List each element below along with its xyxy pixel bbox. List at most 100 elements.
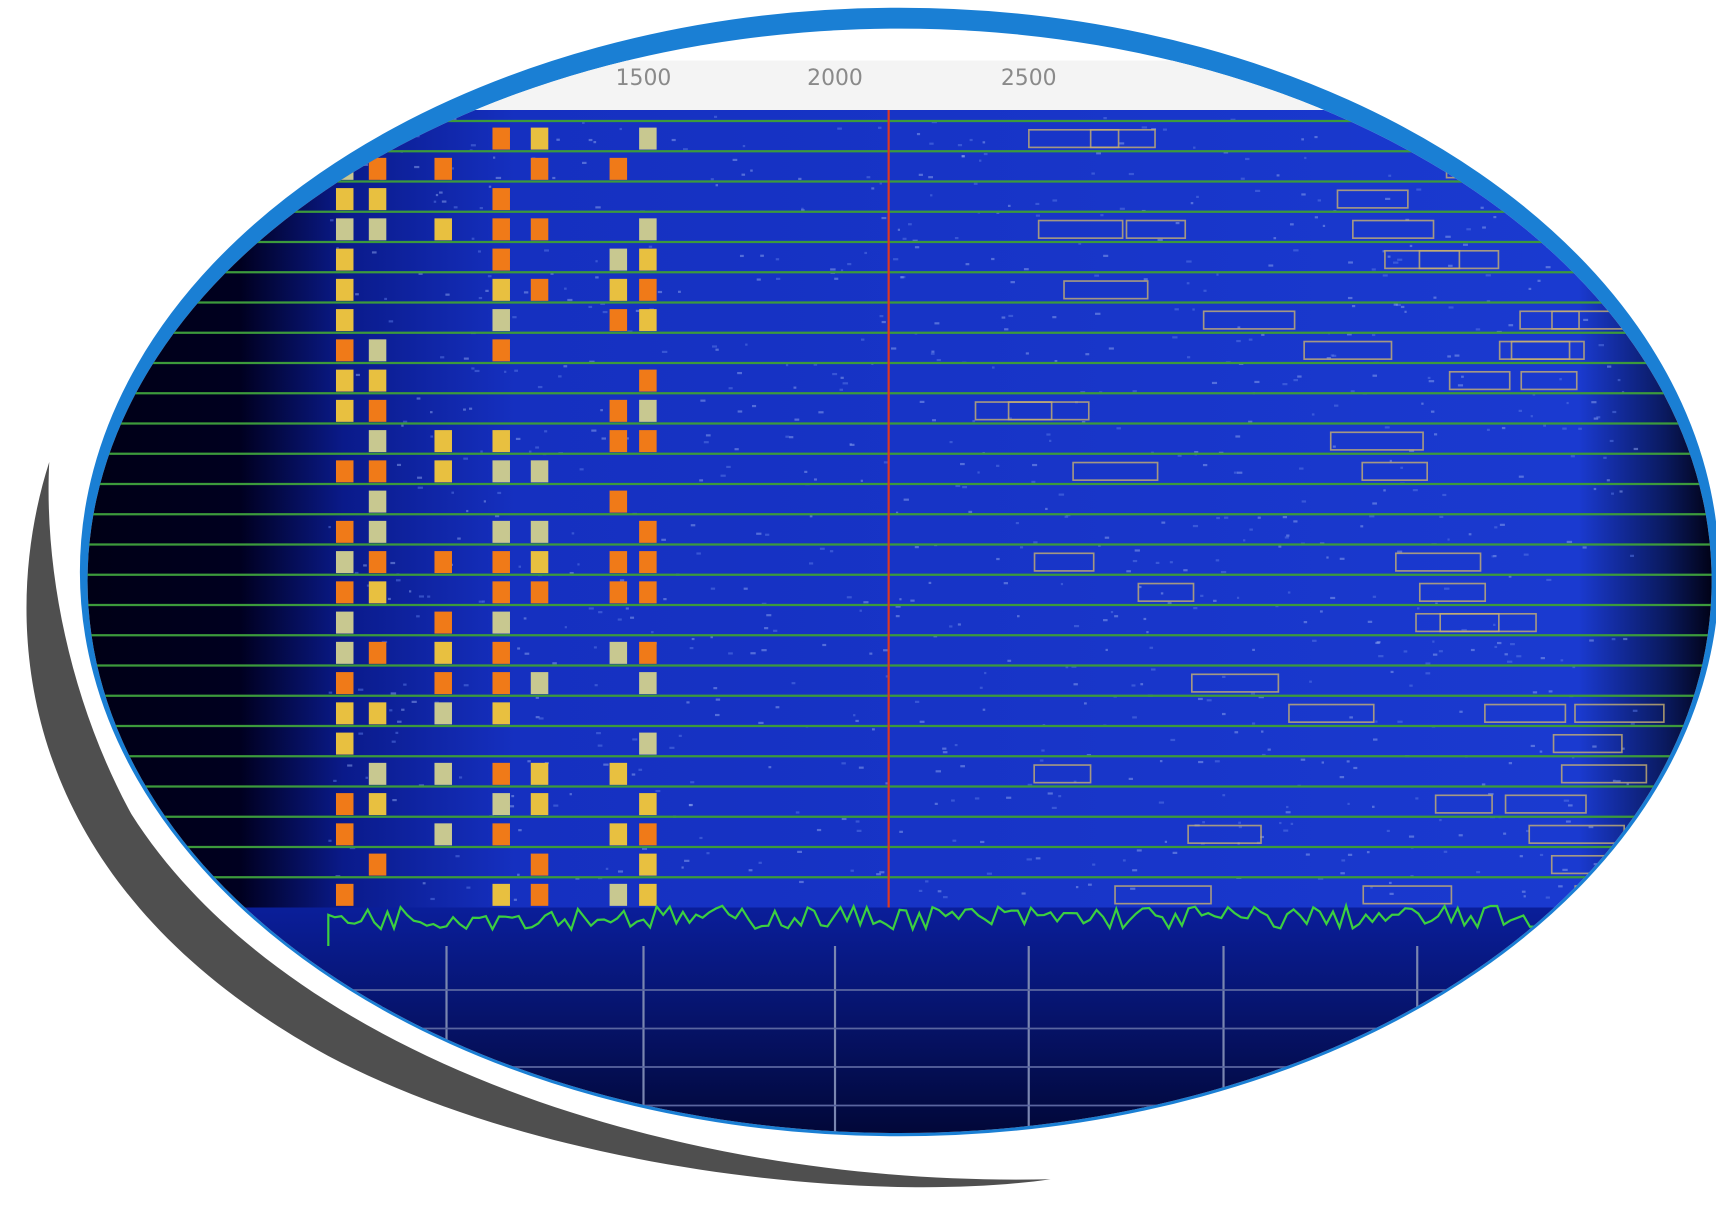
noise — [588, 607, 594, 610]
noise — [1301, 138, 1304, 141]
signal — [434, 762, 452, 785]
noise — [1593, 863, 1597, 866]
noise — [1128, 777, 1133, 780]
noise — [552, 662, 557, 665]
noise — [1619, 490, 1623, 493]
weak-signal — [1033, 764, 1092, 784]
noise — [785, 363, 789, 367]
signal — [335, 581, 354, 604]
signal — [335, 188, 354, 211]
noise — [775, 706, 780, 709]
signal — [492, 339, 510, 362]
noise — [1493, 215, 1497, 219]
signal — [530, 218, 549, 241]
weak-signal — [1574, 703, 1665, 723]
noise — [1221, 712, 1226, 716]
noise — [1100, 214, 1104, 217]
weak-signal — [1418, 582, 1487, 602]
noise — [750, 169, 753, 172]
signal — [639, 218, 657, 241]
noise — [743, 587, 748, 590]
noise — [395, 579, 401, 582]
noise — [1578, 156, 1584, 159]
noise — [663, 598, 667, 601]
noise — [1444, 587, 1450, 590]
noise — [696, 552, 701, 555]
noise — [761, 602, 767, 605]
noise — [1389, 892, 1394, 895]
noise — [1110, 610, 1114, 614]
noise — [328, 839, 332, 842]
weak-signal — [1125, 219, 1187, 239]
noise — [602, 310, 608, 314]
weak-signal — [1072, 461, 1159, 481]
noise — [918, 889, 923, 893]
noise — [588, 305, 593, 309]
signal — [639, 581, 657, 604]
noise — [841, 817, 847, 821]
noise — [797, 850, 802, 853]
noise — [1047, 792, 1053, 795]
noise — [1468, 533, 1472, 536]
noise — [1593, 487, 1597, 491]
noise — [485, 289, 489, 292]
noise — [1388, 881, 1392, 885]
noise — [1330, 596, 1336, 600]
noise — [1619, 854, 1624, 857]
noise — [734, 448, 739, 451]
noise — [957, 144, 963, 147]
noise — [651, 631, 654, 634]
noise — [1598, 344, 1605, 347]
noise — [737, 410, 743, 413]
noise — [1149, 646, 1154, 649]
noise — [1470, 648, 1475, 652]
noise — [1404, 310, 1407, 313]
noise — [1603, 456, 1607, 459]
noise — [1510, 643, 1515, 646]
noise — [1300, 758, 1306, 761]
noise — [1366, 851, 1370, 854]
signal — [639, 672, 657, 695]
noise — [397, 720, 402, 723]
noise — [809, 515, 813, 518]
noise — [1140, 683, 1144, 686]
noise — [390, 692, 397, 695]
noise — [1544, 131, 1551, 134]
noise — [1161, 521, 1166, 524]
noise — [474, 369, 480, 373]
noise — [1249, 528, 1253, 531]
signal — [434, 460, 452, 483]
noise — [850, 869, 854, 872]
noise — [1563, 799, 1570, 802]
noise — [899, 830, 903, 833]
signal — [368, 641, 387, 664]
noise — [837, 127, 842, 130]
noise — [1301, 500, 1307, 503]
noise — [855, 719, 859, 723]
noise — [1341, 859, 1346, 862]
signal — [530, 460, 549, 483]
noise — [1445, 235, 1451, 238]
noise — [1021, 892, 1026, 895]
noise — [903, 498, 909, 501]
noise — [603, 763, 609, 766]
noise — [1611, 638, 1616, 641]
signal — [609, 551, 628, 574]
signal — [530, 520, 549, 543]
noise — [1434, 433, 1438, 436]
noise — [979, 159, 982, 162]
noise — [795, 811, 800, 814]
noise — [535, 446, 540, 449]
noise — [1532, 393, 1536, 396]
signal — [492, 551, 510, 574]
noise — [949, 440, 953, 444]
noise — [1309, 680, 1312, 683]
noise — [508, 805, 515, 808]
noise — [1435, 602, 1438, 605]
noise — [1349, 716, 1353, 719]
noise — [1523, 895, 1526, 898]
signal — [368, 520, 387, 543]
noise — [982, 708, 986, 711]
noise — [1238, 825, 1242, 829]
noise — [1240, 177, 1245, 180]
